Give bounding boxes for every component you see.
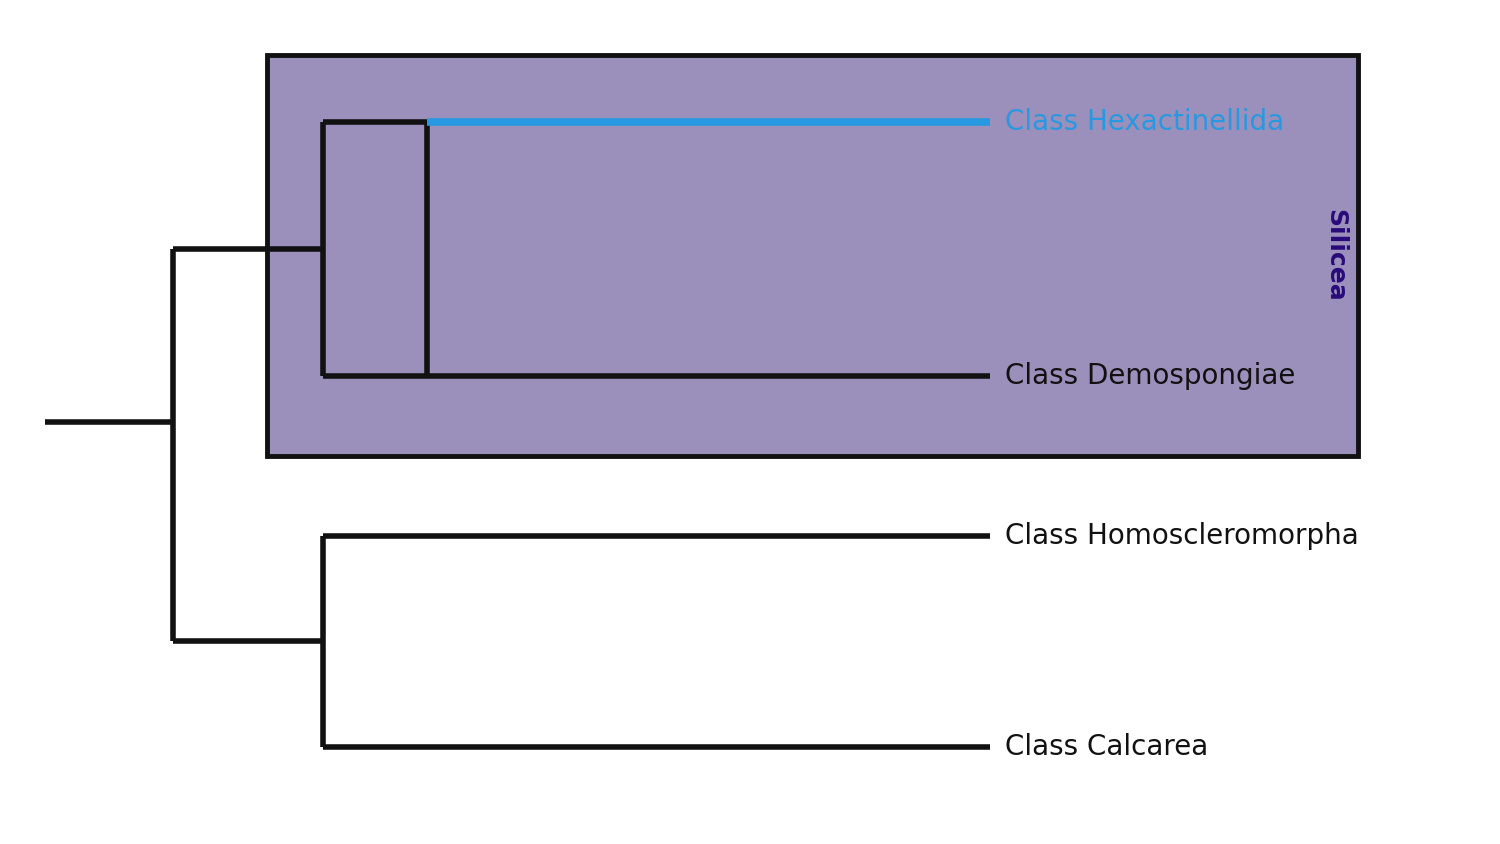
Text: Class Homoscleromorpha: Class Homoscleromorpha: [1005, 522, 1359, 550]
Text: Class Demospongiae: Class Demospongiae: [1005, 361, 1296, 390]
Text: Class Hexactinellida: Class Hexactinellida: [1005, 108, 1284, 137]
Text: Silicea: Silicea: [1323, 209, 1347, 301]
Text: Class Calcarea: Class Calcarea: [1005, 733, 1209, 761]
Bar: [267, 55, 1358, 456]
